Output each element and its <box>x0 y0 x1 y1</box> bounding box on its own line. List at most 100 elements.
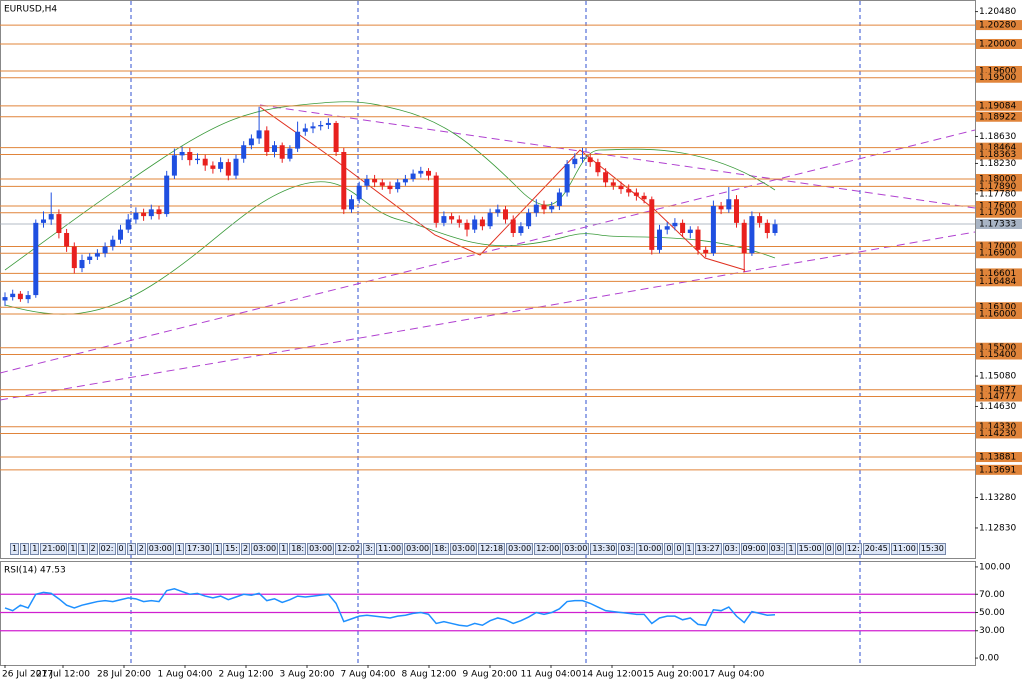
event-marker: 03: <box>768 543 786 555</box>
event-marker: 1 <box>68 543 78 555</box>
candle-body <box>657 229 662 250</box>
candle-body <box>595 162 601 173</box>
candle-body <box>33 222 39 296</box>
event-marker: 12: <box>844 543 862 555</box>
level-label-bg <box>976 149 1022 160</box>
level-label-bg <box>976 421 1022 432</box>
candle-body <box>626 189 632 193</box>
candle-body <box>195 158 200 161</box>
candle-body <box>349 199 354 210</box>
candle-body <box>133 212 139 220</box>
level-label-bg <box>976 342 1022 353</box>
candle-body <box>518 226 524 233</box>
candle-body <box>356 185 362 200</box>
level-label-bg <box>976 464 1022 475</box>
candle-body <box>710 205 716 254</box>
level-label: 1.19084 <box>979 101 1016 111</box>
candle-body <box>741 222 747 254</box>
level-label: 1.19600 <box>979 66 1016 76</box>
candle-body <box>603 172 609 183</box>
candle-body <box>672 222 678 227</box>
level-label: 1.17000 <box>979 242 1016 252</box>
level-label-bg <box>976 72 1022 83</box>
event-marker: 03:00 <box>562 543 590 555</box>
candle-body <box>526 212 532 227</box>
event-marker: 10:00 <box>636 543 664 555</box>
candle-body <box>410 173 416 179</box>
event-markers: 1 1 1 21:00 1 1 2 02: 0 1 2 03:00 1 17:30 1 15: 2 03:00 1 1… <box>10 543 946 555</box>
rsi-line <box>4 588 776 627</box>
level-label: 1.19500 <box>979 73 1016 83</box>
level-label-bg <box>976 38 1022 49</box>
candle-body <box>241 145 247 159</box>
event-marker: 09:00 <box>740 543 768 555</box>
candle-body <box>110 239 116 247</box>
level-label: 1.16601 <box>979 269 1016 279</box>
x-tick-label: 11 Aug 04:00 <box>521 670 582 680</box>
level-label: 1.14230 <box>979 429 1016 439</box>
level-label: 1.17500 <box>979 208 1016 218</box>
level-label-bg <box>976 268 1022 279</box>
event-marker: 0 <box>674 543 684 555</box>
event-marker: 2 <box>88 543 98 555</box>
chart-title: EURUSD,H4 <box>4 5 57 15</box>
level-label: 1.16000 <box>979 309 1016 319</box>
event-marker: 0 <box>824 543 834 555</box>
candle-body <box>387 185 393 190</box>
event-marker: 11:00 <box>376 543 404 555</box>
level-label: 1.18922 <box>979 112 1016 122</box>
candle-body <box>233 158 239 176</box>
candle-body <box>395 182 401 190</box>
level-label: 1.16484 <box>979 277 1016 287</box>
candle-body <box>118 229 123 240</box>
level-label: 1.13881 <box>979 453 1016 463</box>
level-label: 1.14330 <box>979 422 1016 432</box>
candle-body <box>418 170 424 174</box>
candle-body <box>264 130 270 152</box>
candle-body <box>10 293 16 298</box>
candle-body <box>364 178 370 186</box>
event-marker: 1 <box>126 543 136 555</box>
candle-body <box>641 195 647 200</box>
candle-body <box>310 126 316 129</box>
candle-body <box>433 175 439 223</box>
candle-body <box>372 178 378 183</box>
candle-body <box>125 219 131 230</box>
candle-body <box>487 212 493 227</box>
level-label-bg <box>976 200 1022 211</box>
bollinger-bands <box>4 101 776 315</box>
event-marker: 1 <box>78 543 88 555</box>
level-label: 1.16900 <box>979 249 1016 259</box>
event-marker: 03: <box>722 543 740 555</box>
candle-body <box>71 246 77 269</box>
event-marker: 11:00 <box>890 543 918 555</box>
candle-body <box>287 148 293 159</box>
event-marker: 18: <box>289 543 307 555</box>
level-label: 1.15500 <box>979 343 1016 353</box>
candle-body <box>533 204 539 213</box>
candle-body <box>680 222 686 233</box>
y-tick-label: 1.17780 <box>979 189 1016 199</box>
y-tick-label: 1.13280 <box>979 493 1016 503</box>
level-label-bg <box>976 302 1022 313</box>
candle-body <box>587 157 593 163</box>
rsi-tick-label: 50.00 <box>979 608 1005 618</box>
level-label: 1.14877 <box>979 385 1016 395</box>
current-price-bg <box>976 219 1022 230</box>
level-label-bg <box>976 391 1022 402</box>
level-label: 1.13691 <box>979 465 1016 475</box>
y-tick-label: 1.15080 <box>979 372 1016 382</box>
x-tick-label: 14 Aug 12:00 <box>582 670 643 680</box>
level-label: 1.20000 <box>979 39 1016 49</box>
y-tick-label: 1.18630 <box>979 132 1016 142</box>
candle-body <box>225 162 231 176</box>
candle-body <box>510 219 516 233</box>
level-label-bg <box>976 349 1022 360</box>
candle-body <box>464 222 470 230</box>
event-marker: 12:00 <box>534 543 562 555</box>
level-label-bg <box>976 142 1022 153</box>
x-tick-label: 27 Jul 12:00 <box>36 670 90 680</box>
main-pane <box>0 0 976 559</box>
